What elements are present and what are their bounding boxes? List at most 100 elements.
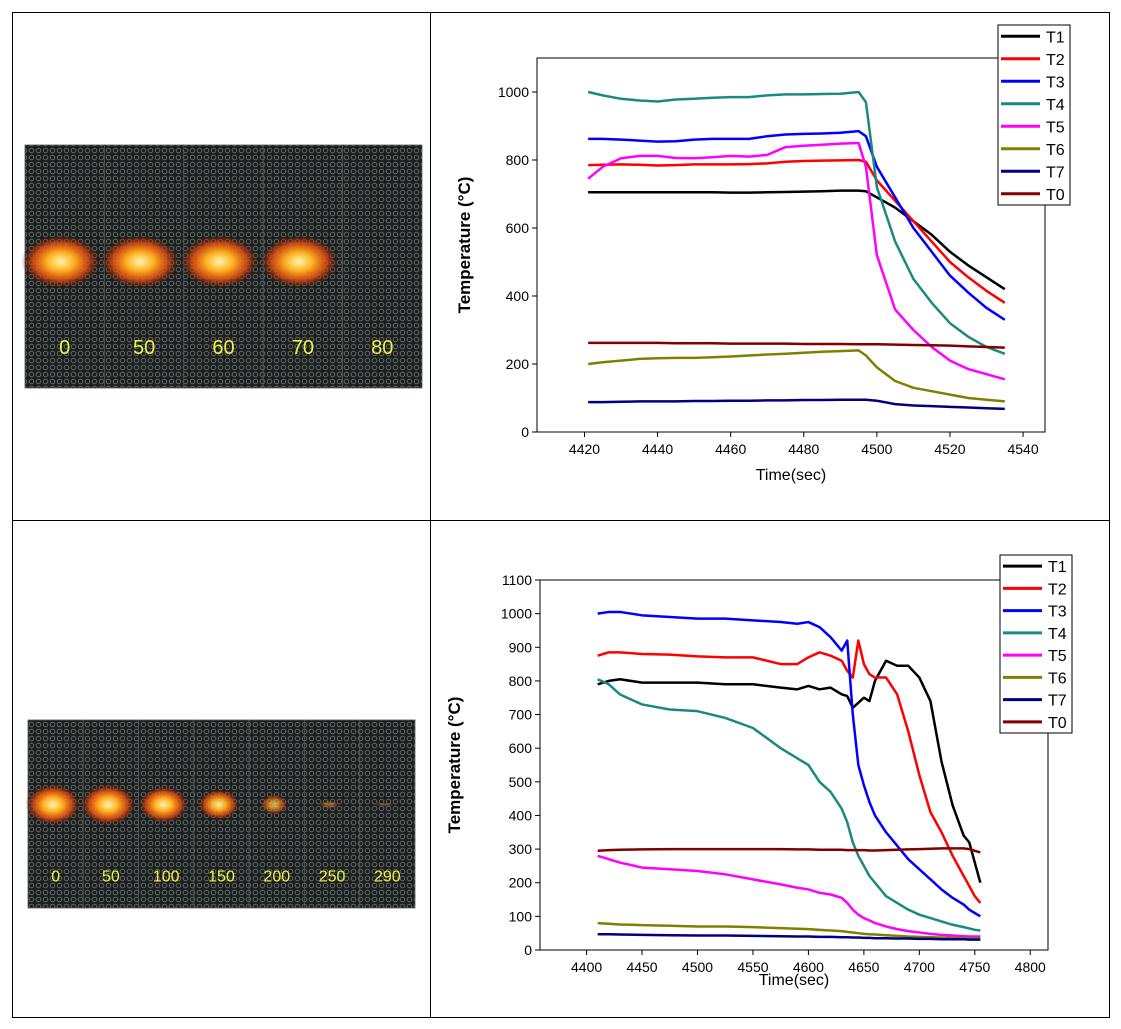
photo-strip: 0 50 100 150 200 250 290 [25,719,416,909]
y-tick-label: 300 [509,841,533,857]
x-tick-label: 4460 [715,441,746,457]
flame [318,800,341,809]
y-tick-label: 0 [524,942,532,958]
series-line [588,341,1005,349]
x-tick-label: 4550 [737,959,768,975]
x-tick-label: 4420 [569,441,600,457]
photo-frame [342,144,423,389]
flame [373,802,396,807]
table-grid [12,12,1110,1018]
y-tick-label: 1100 [502,572,532,588]
x-axis-label: Time(sec) [756,467,827,484]
legend-label: T3 [1046,74,1065,91]
plot-frame [536,57,1046,433]
photo-label: 290 [374,869,401,886]
photo-label: 100 [153,869,180,886]
legend-label: T2 [1048,581,1067,598]
x-tick-label: 4650 [848,959,879,975]
flame [198,789,240,821]
legend-label: T3 [1048,604,1067,621]
series-line [587,90,1006,355]
x-tick-label: 4500 [861,441,892,457]
series-line [588,189,1006,291]
legend: T1 T2 T3 T4 T5 T6 T7 T0 [999,554,1073,734]
legend-label: T1 [1048,559,1067,576]
legend-box [999,554,1073,734]
photo-label: 60 [212,337,234,359]
plot-frame [539,579,1049,951]
plot-lines [587,90,1006,411]
photo-strip: 0 50 60 70 80 [21,144,423,389]
y-tick-label: 200 [509,875,533,891]
photo-label: 0 [51,869,60,886]
x-tick-label: 4600 [793,959,824,975]
legend-label: T6 [1046,142,1065,159]
y-axis-label: Temperature (°C) [445,697,464,834]
series-line [588,129,1006,321]
photo-label: 200 [263,869,290,886]
legend-box [997,24,1071,206]
photo-label: 150 [208,869,235,886]
legend-label: T4 [1048,626,1067,643]
legend-label: T7 [1046,164,1065,181]
y-tick-label: 100 [509,908,533,924]
series-line [597,854,981,938]
y-tick-label: 600 [509,740,533,756]
series-line [597,932,981,941]
x-tick-label: 4450 [626,959,657,975]
series-line [597,847,981,854]
x-tick-label: 4750 [959,959,990,975]
y-tick-label: 700 [509,707,533,723]
y-tick-label: 600 [506,220,530,236]
x-tick-label: 4520 [934,441,965,457]
photo-label: 80 [371,337,393,359]
y-axis-label: Temperature (°C) [455,177,474,314]
flame [21,234,101,289]
x-tick-label: 4440 [642,441,673,457]
photo-label: 250 [319,869,346,886]
photo-frame [304,719,361,909]
photo-label: 50 [102,869,120,886]
x-tick-label: 4700 [904,959,935,975]
y-tick-label: 900 [509,639,533,655]
legend-label: T0 [1046,187,1065,204]
flame [80,783,136,826]
series-line [588,349,1005,403]
x-axis-label: Time(sec) [759,972,830,989]
series-line [597,678,981,932]
series-line [597,610,981,918]
photo-label: 50 [133,337,155,359]
photo-frame [359,719,416,909]
flame [259,234,339,289]
x-tick-label: 4800 [1015,959,1046,975]
x-tick-label: 4400 [571,959,602,975]
series-line [588,398,1005,411]
legend-label: T0 [1048,715,1067,732]
y-tick-label: 0 [521,424,529,440]
flame [179,234,260,289]
y-tick-label: 800 [506,152,530,168]
legend: T1 T2 T3 T4 T5 T6 T7 T0 [997,24,1071,206]
photo-label: 0 [59,337,70,359]
y-tick-label: 200 [506,356,530,372]
x-tick-label: 4500 [682,959,713,975]
series-line [597,921,981,940]
legend-label: T4 [1046,97,1065,114]
legend-label: T2 [1046,52,1065,69]
flame [100,234,180,289]
y-tick-label: 400 [506,288,530,304]
flame [25,783,81,826]
legend-label: T5 [1048,648,1067,665]
y-tick-label: 400 [509,807,533,823]
series-line [587,141,1006,381]
series-line [597,639,982,904]
chart: 0 100 200 300 400 500 600 700 800 900 1000 1100 4400… [445,554,1073,989]
y-tick-label: 500 [509,774,533,790]
flame [260,794,288,815]
x-tick-label: 4480 [788,441,819,457]
legend-label: T1 [1046,29,1065,46]
series-line [588,158,1006,304]
flame [138,785,189,824]
